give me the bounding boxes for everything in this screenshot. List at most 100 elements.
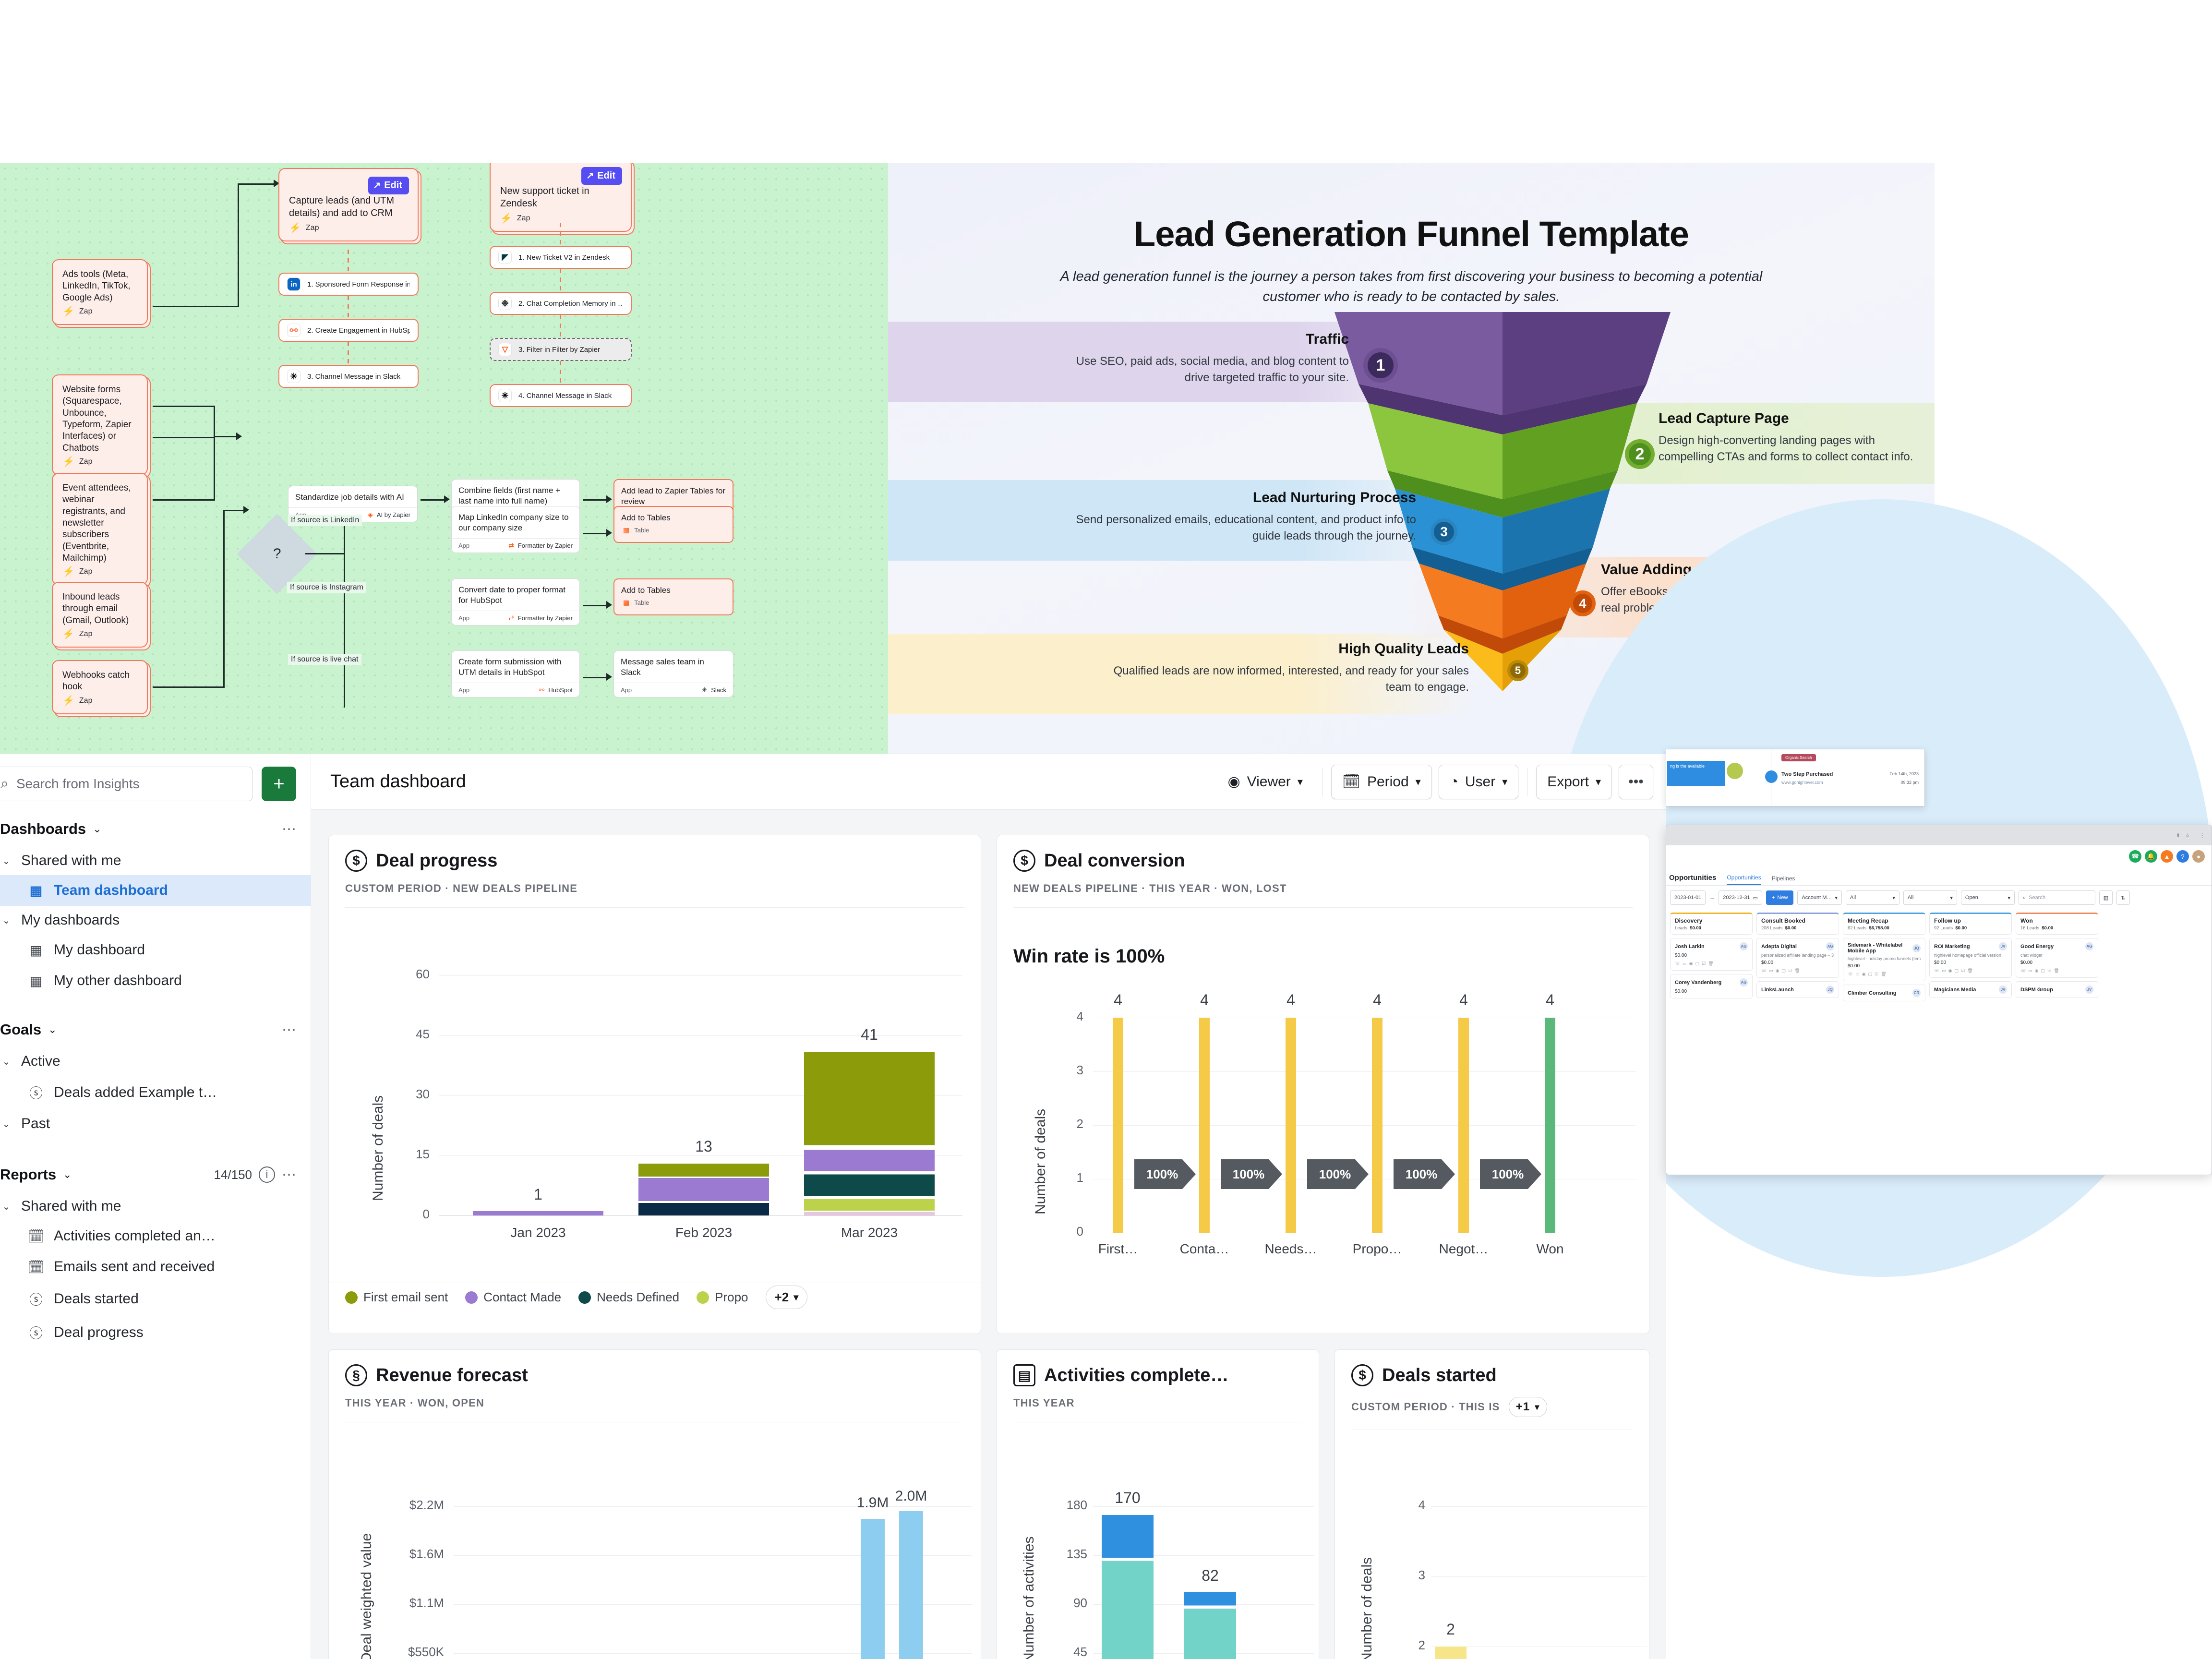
- location-icon[interactable]: ◉: [1862, 972, 1866, 976]
- notifications-icon[interactable]: 🔔: [2145, 850, 2157, 863]
- bar-mar[interactable]: [804, 1052, 935, 1215]
- task-icon[interactable]: ☑: [1875, 972, 1879, 976]
- zap-step[interactable]: in 1. Sponsored Form Response in …: [278, 273, 419, 296]
- crm-tab-opportunities-title[interactable]: Opportunities: [1669, 874, 1717, 882]
- bar-negotiations[interactable]: [1458, 1018, 1469, 1233]
- kanban-card[interactable]: Adepta Digital AG personalized affiliate …: [1756, 938, 1839, 978]
- chat-icon[interactable]: ▭: [1855, 972, 1860, 976]
- kanban-card[interactable]: DSPM Group JV: [2016, 981, 2098, 998]
- filter-all-1[interactable]: All ▾: [1845, 890, 1899, 905]
- legend-overflow-button[interactable]: +2 ▾: [765, 1286, 808, 1309]
- crm-tab-pipelines[interactable]: Pipelines: [1771, 875, 1795, 882]
- more-options-icon[interactable]: ⋯: [282, 821, 297, 837]
- legend-item[interactable]: Contact Made: [465, 1290, 561, 1305]
- sidebar-section-goals[interactable]: Goals ⌄ ⋯: [0, 1012, 311, 1047]
- zap-source-card[interactable]: Event attendees, webinar registrants, an…: [52, 473, 148, 586]
- legend-item[interactable]: Propo: [697, 1290, 748, 1305]
- card-actions[interactable]: ☏ ▭ ◉ ▢ ☑ 🗑: [1848, 972, 1921, 977]
- phone-icon[interactable]: ☏: [1675, 961, 1681, 966]
- sidebar-section-dashboards[interactable]: Dashboards ⌄ ⋯: [0, 812, 311, 846]
- sidebar-group-my-dashboards[interactable]: ⌄ My dashboards: [0, 906, 311, 935]
- location-icon[interactable]: ◉: [1689, 961, 1693, 966]
- date-to-field[interactable]: 2023-12-31 ▭: [1719, 890, 1762, 905]
- bar-proposal-made[interactable]: [1372, 1018, 1382, 1233]
- bar-revenue-2[interactable]: [899, 1511, 923, 1659]
- sidebar-group-shared-with-me[interactable]: ⌄ Shared with me: [0, 846, 311, 875]
- phone-icon[interactable]: ☏: [1848, 972, 1853, 976]
- zap-app-card[interactable]: Create form submission with UTM details …: [451, 650, 580, 698]
- chat-icon[interactable]: ▭: [2028, 968, 2032, 973]
- card-actions[interactable]: ☏ ▭ ◉ ▢ ☑ 🗑: [2020, 968, 2093, 974]
- delete-icon[interactable]: 🗑: [1967, 968, 1973, 973]
- zap-step[interactable]: ◤ 1. New Ticket V2 in Zendesk: [490, 246, 632, 269]
- kanban-card[interactable]: Magicians Media JV: [1929, 981, 2012, 998]
- zap-source-card[interactable]: Webhooks catch hook ⚡ Zap: [52, 660, 148, 714]
- meta-overflow-button[interactable]: +1 ▾: [1508, 1397, 1547, 1417]
- zap-card-support-ticket[interactable]: ↗ Edit New support ticket in Zendesk ⚡ Z…: [490, 163, 632, 232]
- crm-browser-window[interactable]: ⇪ ☆ ⋮ ☎ 🔔 ▲ ? ● Opportunities Opportunit…: [1666, 825, 2212, 1175]
- location-icon[interactable]: ◉: [2034, 968, 2039, 973]
- browser-url-bar[interactable]: ⇪ ☆ ⋮: [1666, 825, 2212, 845]
- phone-icon[interactable]: ☏: [2020, 968, 2026, 973]
- bar-feb[interactable]: [638, 1164, 769, 1215]
- alerts-icon[interactable]: ▲: [2161, 850, 2173, 863]
- crm-search-input[interactable]: ⌕ Search: [2018, 890, 2095, 905]
- zap-step[interactable]: ✳ 4. Channel Message in Slack: [490, 384, 632, 407]
- sidebar-group-past[interactable]: ⌄ Past: [0, 1109, 311, 1138]
- date-from-field[interactable]: 2023-01-01: [1670, 890, 1706, 905]
- task-icon[interactable]: ☑: [2047, 968, 2052, 973]
- filter-all-2[interactable]: All ▾: [1903, 890, 1957, 905]
- bar-won[interactable]: [1545, 1018, 1555, 1233]
- columns-toggle-button[interactable]: ▥: [2099, 890, 2113, 905]
- bookmark-star-icon[interactable]: ☆: [2185, 832, 2190, 839]
- chat-icon[interactable]: ▭: [1942, 968, 1946, 973]
- zap-step[interactable]: ⚯ 2. Create Engagement in HubSpot: [278, 319, 419, 342]
- card-deal-progress[interactable]: $ Deal progress CUSTOM PERIOD · NEW DEAL…: [328, 835, 981, 1334]
- sidebar-item-deal-progress[interactable]: ⓢ Deal progress: [0, 1316, 311, 1349]
- sidebar-item-activities-completed[interactable]: 🗓 Activities completed an…: [0, 1221, 311, 1251]
- note-icon[interactable]: ▢: [1695, 961, 1700, 966]
- zap-step-filter[interactable]: ▽ 3. Filter in Filter by Zapier: [490, 338, 632, 361]
- chat-icon[interactable]: ▭: [1683, 961, 1687, 966]
- new-opportunity-button[interactable]: + New: [1766, 890, 1794, 905]
- note-icon[interactable]: ▢: [1868, 972, 1873, 976]
- viewer-dropdown[interactable]: ◉ Viewer ▾: [1217, 765, 1313, 799]
- add-button[interactable]: +: [262, 767, 296, 801]
- phone-icon[interactable]: ☏: [1761, 968, 1767, 973]
- zap-app-card[interactable]: Map LinkedIn company size to our company…: [451, 506, 580, 553]
- sidebar-item-my-dashboard[interactable]: ▦ My dashboard: [0, 935, 311, 965]
- task-icon[interactable]: ☑: [1702, 961, 1706, 966]
- bar-contact-made[interactable]: [1199, 1018, 1210, 1233]
- zap-app-card[interactable]: Convert date to proper format for HubSpo…: [451, 578, 580, 626]
- user-dropdown[interactable]: ◔ User ▾: [1438, 764, 1519, 799]
- note-icon[interactable]: ▢: [1954, 968, 1959, 973]
- zap-table-card[interactable]: Add to Tables ▦ Table: [613, 578, 733, 616]
- delete-icon[interactable]: 🗑: [2054, 968, 2059, 973]
- sidebar-group-reports-shared[interactable]: ⌄ Shared with me: [0, 1192, 311, 1221]
- kanban-card[interactable]: Good Energy AG chat widget $0.00 ☏ ▭ ◉ ▢ ☑ 🗑: [2016, 938, 2098, 978]
- search-input[interactable]: ⌕ Search from Insights: [0, 767, 253, 801]
- sidebar-item-deals-added-example[interactable]: ⓢ Deals added Example t…: [0, 1076, 311, 1109]
- sidebar-item-my-other-dashboard[interactable]: ▦ My other dashboard: [0, 965, 311, 996]
- card-actions[interactable]: ☏ ▭ ◉ ▢ ☑ 🗑: [1934, 968, 2007, 974]
- kanban-card[interactable]: Sidemark - Whitelabel Mobile App JQ highl…: [1843, 938, 1925, 981]
- filter-status-open[interactable]: Open ▾: [1960, 890, 2015, 905]
- bar-jan[interactable]: [473, 1211, 603, 1215]
- delete-icon[interactable]: 🗑: [1708, 961, 1714, 966]
- export-dropdown[interactable]: Export ▾: [1536, 764, 1612, 799]
- bar-first-email[interactable]: [1113, 1018, 1123, 1233]
- zap-app-card[interactable]: Message sales team in Slack App ✳ Slack: [613, 650, 733, 698]
- card-actions[interactable]: ☏ ▭ ◉ ▢ ☑ 🗑: [1761, 968, 1834, 974]
- card-actions[interactable]: ☏ ▭ ◉ ▢ ☑ 🗑: [1675, 961, 1748, 966]
- edit-button[interactable]: ↗ Edit: [368, 177, 409, 194]
- card-revenue-forecast[interactable]: § Revenue forecast THIS YEAR · WON, OPEN…: [328, 1349, 981, 1659]
- more-options-button[interactable]: •••: [1619, 764, 1653, 799]
- phone-icon[interactable]: ☎: [2129, 850, 2141, 863]
- browser-menu-icon[interactable]: ⋮: [2200, 832, 2205, 839]
- card-deal-conversion[interactable]: $ Deal conversion NEW DEALS PIPELINE · T…: [997, 835, 1649, 1334]
- sidebar-item-team-dashboard[interactable]: ▦ Team dashboard: [0, 875, 311, 906]
- filter-account-manager[interactable]: Account M… ▾: [1797, 890, 1842, 905]
- task-icon[interactable]: ☑: [1961, 968, 1965, 973]
- zap-step[interactable]: ✳ 3. Channel Message in Slack: [278, 365, 419, 388]
- bar-activities-2[interactable]: [1184, 1592, 1236, 1659]
